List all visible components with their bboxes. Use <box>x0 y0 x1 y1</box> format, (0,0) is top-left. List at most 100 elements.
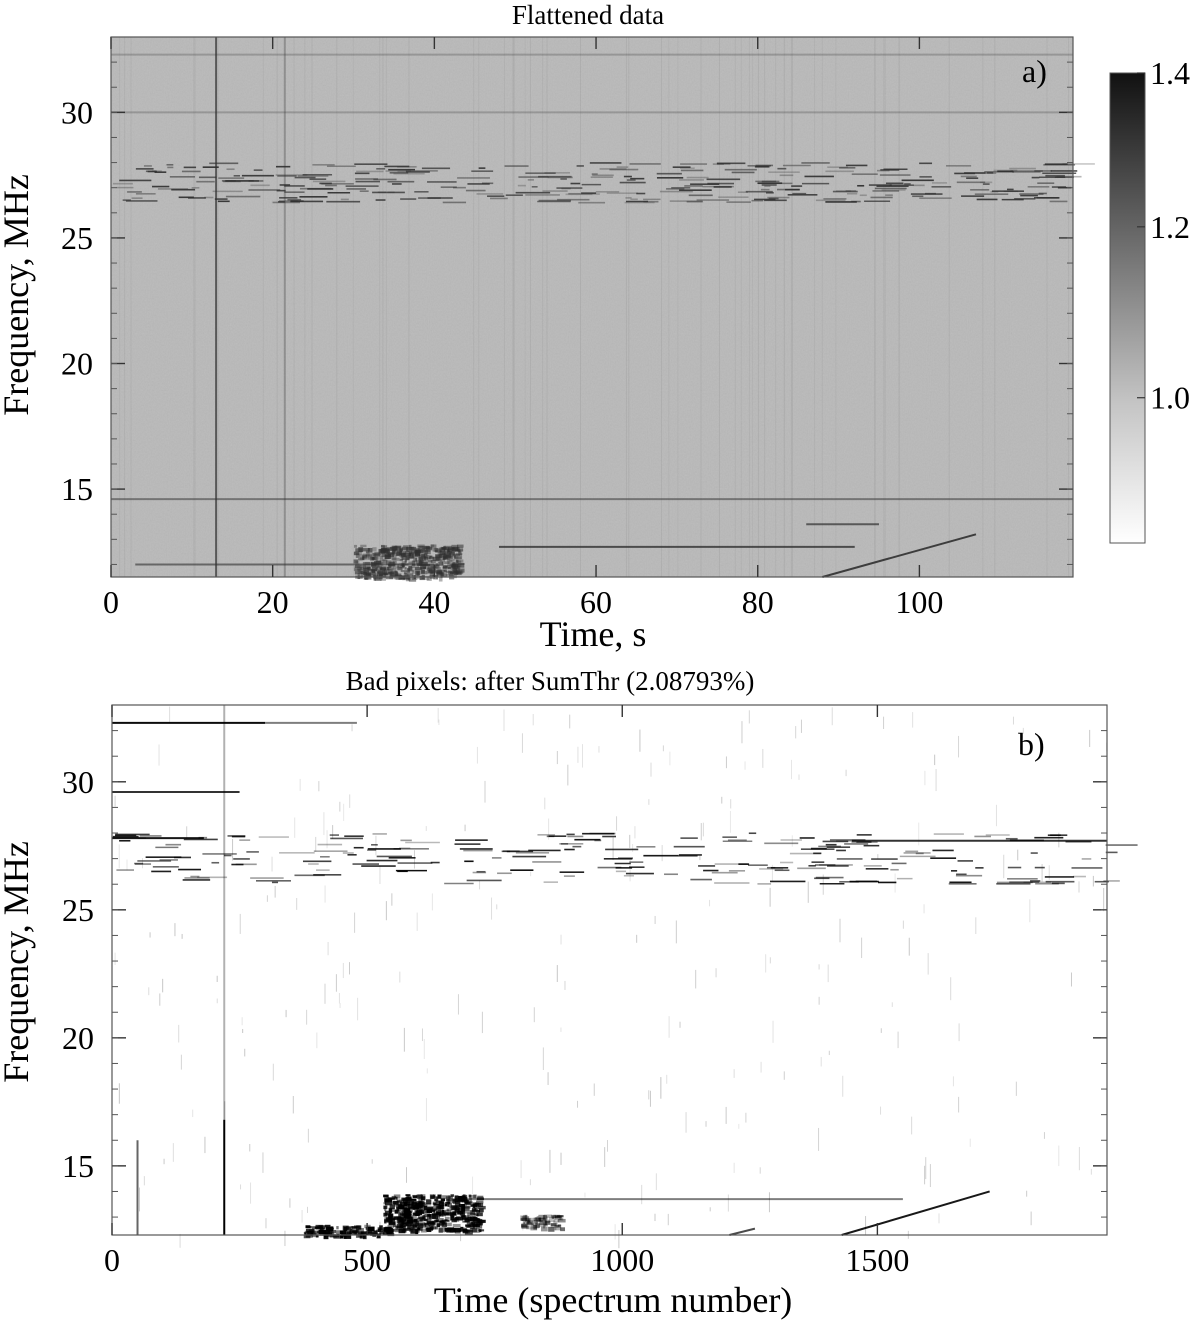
burst-mark <box>387 566 390 571</box>
burst-mark <box>432 1201 438 1205</box>
burst-mark <box>548 1217 556 1223</box>
burst-mark <box>399 1225 406 1231</box>
burst-mark <box>381 552 388 558</box>
burst-mark <box>553 1226 557 1231</box>
burst-mark <box>425 1227 433 1231</box>
burst-mark <box>524 1214 528 1219</box>
burst-mark <box>521 1216 530 1222</box>
burst-mark <box>366 552 370 557</box>
burst-mark <box>371 557 376 560</box>
burst-mark <box>478 1222 483 1226</box>
burst-mark <box>473 1194 477 1199</box>
burst-mark <box>415 1229 419 1235</box>
burst-mark <box>364 561 372 566</box>
burst-mark <box>394 570 398 573</box>
burst-mark <box>439 558 445 562</box>
burst-mark <box>451 564 454 567</box>
burst-mark <box>458 568 465 573</box>
chart-a-frame <box>110 36 1074 578</box>
burst-mark <box>461 1206 466 1212</box>
burst-mark <box>395 1196 398 1200</box>
burst-mark <box>413 557 417 563</box>
chart-a-ticks: 0 20 40 60 80 100 15 20 25 30 <box>61 36 1073 620</box>
burst-mark <box>389 566 394 571</box>
burst-mark <box>371 566 378 572</box>
burst-mark <box>444 1209 452 1214</box>
burst-mark <box>374 568 378 572</box>
burst-mark <box>404 567 407 570</box>
burst-mark <box>441 1202 450 1207</box>
burst-mark <box>358 547 364 552</box>
burst-mark <box>462 1210 470 1214</box>
burst-mark <box>444 545 452 549</box>
burst-mark <box>554 1224 560 1228</box>
burst-mark <box>415 557 418 561</box>
burst-mark <box>427 564 436 570</box>
burst-mark <box>404 571 408 574</box>
burst-mark <box>557 1218 566 1223</box>
burst-mark <box>367 547 373 553</box>
chart-a-noise <box>111 37 1073 577</box>
burst-mark <box>433 564 440 569</box>
burst-mark <box>319 1231 325 1236</box>
burst-mark <box>399 562 405 567</box>
chart-a-title: Flattened data <box>512 0 664 30</box>
burst-mark <box>386 1195 389 1200</box>
burst-mark <box>360 1231 369 1235</box>
burst-mark <box>412 563 415 566</box>
burst-mark <box>393 1194 401 1199</box>
burst-mark <box>388 571 395 575</box>
burst-mark <box>438 1228 443 1233</box>
burst-mark <box>401 546 408 551</box>
burst-mark <box>425 1224 431 1228</box>
burst-mark <box>426 576 432 581</box>
burst-mark <box>542 1217 546 1221</box>
burst-mark <box>384 1229 390 1233</box>
y-tick-label: 15 <box>62 1148 94 1184</box>
burst-mark <box>376 556 380 560</box>
burst-mark <box>411 560 416 566</box>
burst-mark <box>467 1216 476 1222</box>
burst-mark <box>408 553 415 559</box>
colorbar-ticks: 1.0 1.2 1.4 <box>1137 55 1190 416</box>
burst-mark <box>415 1225 418 1228</box>
burst-mark <box>462 1215 470 1220</box>
burst-mark <box>448 1199 451 1204</box>
burst-mark <box>408 1212 412 1216</box>
burst-mark <box>462 1228 468 1233</box>
burst-mark <box>437 567 442 572</box>
burst-mark <box>355 553 360 558</box>
burst-mark <box>420 567 425 572</box>
burst-mark <box>421 1216 427 1220</box>
burst-mark <box>405 576 410 582</box>
burst-mark <box>533 1225 538 1230</box>
burst-mark <box>382 1232 391 1235</box>
burst-mark <box>392 566 401 569</box>
burst-mark <box>521 1225 529 1229</box>
burst-mark <box>385 550 389 554</box>
chart-b-y-axis-label: Frequency, MHz <box>0 841 36 1083</box>
burst-mark <box>472 1216 476 1219</box>
x-tick-label: 60 <box>580 584 612 620</box>
burst-mark <box>364 572 371 578</box>
burst-mark <box>424 550 431 555</box>
burst-mark <box>454 574 457 579</box>
drifting-line-mark <box>841 1190 990 1236</box>
burst-mark <box>365 1231 374 1236</box>
burst-mark <box>383 550 391 554</box>
burst-mark <box>414 567 423 570</box>
burst-mark <box>426 1199 432 1205</box>
burst-mark <box>393 1202 397 1207</box>
burst-mark <box>311 1226 319 1230</box>
burst-mark <box>455 1216 463 1221</box>
burst-mark <box>469 1194 477 1199</box>
burst-mark <box>421 569 425 574</box>
burst-mark <box>399 1201 406 1207</box>
burst-mark <box>367 557 375 560</box>
burst-mark <box>559 1217 564 1221</box>
burst-mark <box>353 544 358 548</box>
burst-mark <box>469 1210 476 1215</box>
burst-mark <box>542 1223 546 1229</box>
burst-mark <box>414 549 422 554</box>
burst-mark <box>316 1230 324 1234</box>
